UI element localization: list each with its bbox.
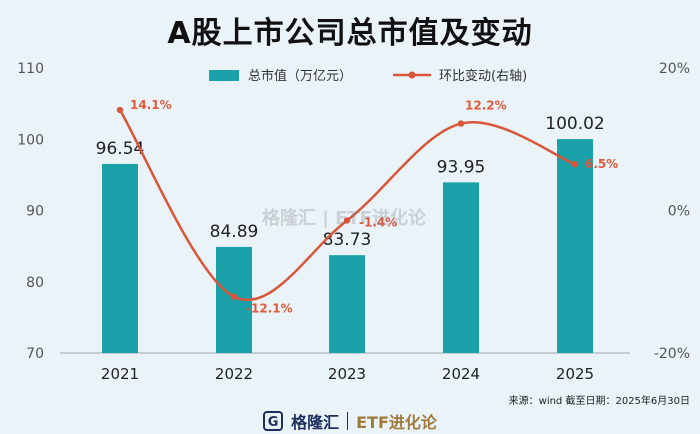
footer: G 格隆汇 ETF进化论: [0, 408, 700, 434]
footer-etf: ETF进化论: [356, 413, 437, 432]
source-note: 来源：wind 截至日期：2025年6月30日: [508, 396, 690, 407]
y-tick-right: -20%: [654, 346, 690, 362]
x-tick-label: 2022: [215, 365, 253, 383]
y-tick-right: 0%: [668, 204, 690, 220]
y-tick-left: 70: [26, 346, 44, 362]
logo-icon: G: [263, 411, 284, 431]
y-tick-left: 80: [26, 275, 44, 291]
line-value-label: -1.4%: [359, 215, 397, 229]
bar: [329, 255, 365, 353]
bar: [557, 139, 593, 353]
line-value-label: 14.1%: [130, 98, 172, 112]
y-tick-right: 20%: [659, 61, 690, 77]
legend-bar-swatch: [209, 70, 239, 81]
line-value-label: 12.2%: [465, 99, 507, 113]
x-tick-label: 2023: [328, 365, 366, 383]
footer-brand: 格隆汇: [291, 413, 340, 432]
y-tick-left: 90: [26, 204, 44, 220]
bar-value-label: 96.54: [96, 139, 145, 159]
line-point: [116, 106, 124, 114]
bar-value-label: 93.95: [437, 157, 486, 177]
line-value-label: 6.5%: [585, 157, 618, 171]
chart-title: A股上市公司总市值及变动: [167, 16, 533, 51]
bar: [443, 182, 479, 353]
bar-value-label: 100.02: [545, 114, 604, 134]
bar: [102, 163, 138, 353]
watermark: 格隆汇 | ETF进化论: [262, 208, 426, 229]
line-point: [230, 293, 238, 300]
y-tick-left: 110: [17, 61, 44, 77]
footer-divider: [347, 412, 349, 430]
line-point: [343, 217, 351, 224]
legend-bar-label: 总市值（万亿元）: [248, 68, 352, 84]
line-series-path: [118, 109, 576, 301]
line-value-label: -12.1%: [246, 302, 293, 316]
line-point: [571, 160, 579, 168]
x-tick-label: 2025: [556, 365, 594, 383]
legend-line-label: 环比变动(右轴): [439, 68, 527, 84]
y-tick-left: 100: [17, 132, 44, 148]
x-tick-label: 2024: [442, 365, 480, 383]
bar-value-label: 83.73: [323, 230, 372, 250]
x-tick-label: 2021: [101, 365, 139, 383]
line-point: [457, 120, 465, 127]
legend-line-marker: [408, 71, 416, 79]
bar-value-label: 84.89: [210, 222, 259, 242]
